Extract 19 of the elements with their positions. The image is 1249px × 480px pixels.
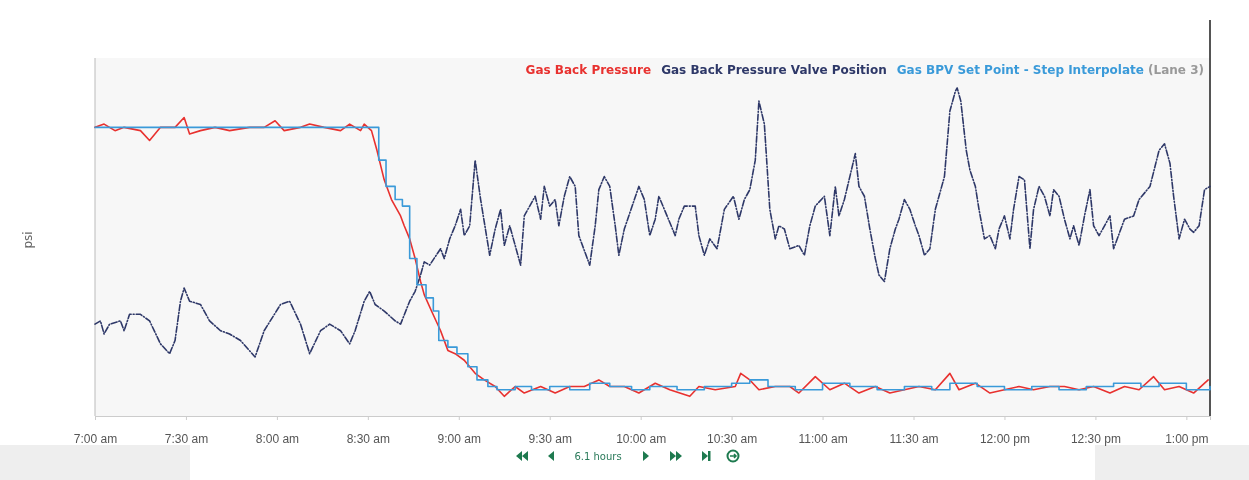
text: Gas Back Pressure: [525, 63, 652, 77]
y-axis-title: psi: [21, 231, 35, 249]
x-tick-label: 8:00 am: [255, 431, 300, 446]
x-tick-label: 7:00 am: [73, 431, 118, 446]
text: Gas Back Pressure Valve Position: [661, 63, 887, 77]
text: Gas BPV Set Point - Step Interpolate: [896, 63, 1144, 77]
x-tick-label: 12:30 pm: [1070, 431, 1121, 446]
x-tick-label: 11:30 am: [889, 431, 939, 446]
x-tick-label: 8:30 am: [346, 431, 391, 446]
x-tick-label: 1:00 pm: [1165, 431, 1209, 446]
text: 6.1 hours: [574, 451, 622, 462]
x-tick-label: 9:30 am: [528, 431, 572, 446]
x-tick-label: 12:00 pm: [979, 431, 1030, 446]
x-tick-label: 7:30 am: [164, 431, 209, 446]
x-tick-label: 9:00 am: [437, 431, 481, 446]
x-tick-label: 10:30 am: [707, 431, 758, 446]
x-tick-label: 11:00 am: [798, 431, 848, 446]
x-tick-label: 10:00 am: [616, 431, 667, 446]
text: (Lane 3): [1143, 63, 1204, 77]
